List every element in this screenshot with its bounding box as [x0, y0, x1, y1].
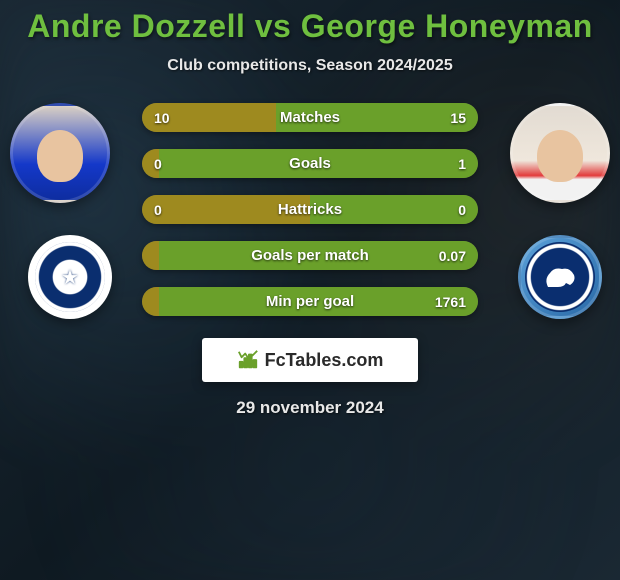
stat-value-left: 0 [154, 202, 162, 218]
club-left-badge [28, 235, 112, 319]
player-left-avatar [10, 103, 110, 203]
page-title: Andre Dozzell vs George Honeyman [0, 8, 620, 45]
stat-value-right: 0 [458, 202, 466, 218]
stat-fill-left [142, 287, 159, 316]
stat-value-right: 1761 [435, 294, 466, 310]
chart-icon [237, 349, 259, 371]
lion-icon [540, 257, 580, 297]
stat-row: 0 0 Hattricks [142, 195, 478, 224]
stat-value-left: 10 [154, 110, 170, 126]
stat-label: Min per goal [266, 293, 354, 310]
stat-label: Goals per match [251, 247, 369, 264]
stat-row: 0.07 Goals per match [142, 241, 478, 270]
subtitle: Club competitions, Season 2024/2025 [0, 57, 620, 75]
stat-row: 0 1 Goals [142, 149, 478, 178]
stat-row: 10 15 Matches [142, 103, 478, 132]
comparison-card: Andre Dozzell vs George Honeyman Club co… [0, 0, 620, 418]
stat-label: Hattricks [278, 201, 342, 218]
club-right-badge [518, 235, 602, 319]
player-right-avatar [510, 103, 610, 203]
stat-value-right: 0.07 [439, 248, 466, 264]
stat-fill-left [142, 241, 159, 270]
stat-value-right: 1 [458, 156, 466, 172]
stat-bars: 10 15 Matches 0 1 Goals 0 0 Hattricks 0.07 Goals p… [142, 103, 478, 316]
date-text: 29 november 2024 [10, 398, 610, 418]
stat-value-left: 0 [154, 156, 162, 172]
crest-icon [525, 242, 595, 312]
watermark-text: FcTables.com [265, 350, 384, 371]
stat-label: Goals [289, 155, 331, 172]
stat-row: 1761 Min per goal [142, 287, 478, 316]
stat-label: Matches [280, 109, 340, 126]
avatar-placeholder [13, 106, 107, 200]
watermark: FcTables.com [202, 338, 418, 382]
comparison-arena: 10 15 Matches 0 1 Goals 0 0 Hattricks 0.07 Goals p… [0, 103, 620, 418]
stat-value-right: 15 [450, 110, 466, 126]
avatar-placeholder [513, 106, 607, 200]
crest-icon [35, 242, 105, 312]
